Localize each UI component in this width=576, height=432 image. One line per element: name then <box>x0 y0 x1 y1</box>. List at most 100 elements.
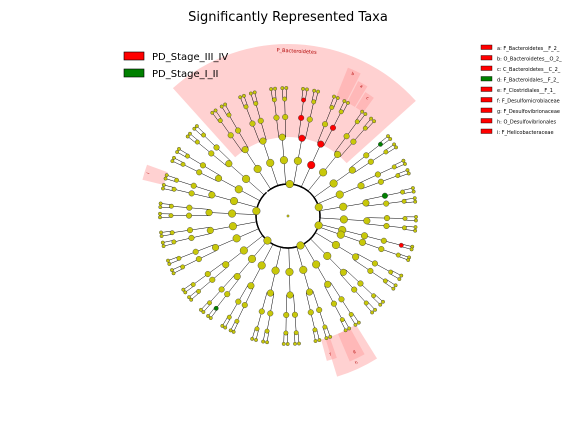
node-p4-0-0-0 <box>241 302 248 309</box>
node-p5-1-0 <box>206 226 214 234</box>
clade-shade-a <box>347 81 368 107</box>
node-p4-1-0-1 <box>218 286 225 293</box>
node-p3-4-0-1-0-0 <box>285 342 290 346</box>
node-p4-2-0 <box>222 261 230 269</box>
node-p1-2-0-0-0-1 <box>411 189 416 194</box>
node-p5-3 <box>230 197 239 206</box>
node-p5-3-0-0 <box>188 190 195 197</box>
node-p5-2-0-0-0 <box>168 213 174 218</box>
node-p0-5-0-1-0-1 <box>372 119 376 124</box>
edge-spoke-p1-3-0-1 <box>366 223 387 227</box>
node-p4-0-0-1 <box>235 298 242 305</box>
edge-spoke-p4-0-0-0-0 <box>236 304 246 322</box>
node-p0-2-0 <box>278 133 286 141</box>
node-p0-1-0-0-0 <box>243 104 249 110</box>
node-p1-2 <box>339 202 348 211</box>
node-p0-1-0-0-0-0 <box>238 95 243 100</box>
edge-spoke-p5-1 <box>232 221 257 227</box>
node-p5-2-0-1-0-0 <box>158 205 163 210</box>
node-p5-1-0-0-0-1 <box>160 240 165 245</box>
node-p5-2-0-1-0-1 <box>158 201 163 206</box>
key-label-a: a: F_Bacteroidetes__F_2_ <box>497 46 560 52</box>
node-p2 <box>314 221 323 230</box>
node-p3 <box>296 241 305 250</box>
node-p2-0-0-0 <box>380 237 387 244</box>
edge-spoke-p5-0 <box>236 228 259 239</box>
clade-shade-i <box>142 164 168 186</box>
legend-item-stage-iii-iv: PD_Stage_III_IV <box>123 51 228 63</box>
key-swatch-i <box>480 128 493 134</box>
node-p4-0 <box>257 261 266 270</box>
node-p0-3-0-1-0-1 <box>316 89 320 94</box>
node-p1-3-0-1-0-0 <box>413 225 418 230</box>
key-item-e: e: F_Clostridiales__F_1_ <box>480 86 556 94</box>
node-p0-0-0-1-0-0 <box>219 104 224 109</box>
edge-spoke-p2-0-0-0-0 <box>383 240 402 246</box>
node-p1-1-0-1-0-0 <box>405 168 410 172</box>
node-p0-1-0-0 <box>249 120 256 127</box>
key-label-d: d: F_Bacteroidales__F_2_ <box>497 78 559 84</box>
node-p1-2-0-0 <box>381 192 388 199</box>
legend-label-stage-iii-iv: PD_Stage_III_IV <box>152 52 228 63</box>
node-p4-1-0-0-0-1 <box>206 314 210 318</box>
edge-spoke-p3-1-0-1 <box>340 274 355 290</box>
edge-spoke-p3-1 <box>310 238 328 257</box>
node-p0-5 <box>319 168 328 177</box>
key-item-c: c: C_Bacteroidetes__C_2_ <box>480 65 561 73</box>
node-p3-5-0-1-0-1 <box>250 336 255 341</box>
edge-spoke-p5-1-0-0 <box>191 233 212 239</box>
key-swatch-b <box>480 55 493 61</box>
node-p3-1-0-1-0-0 <box>373 307 377 312</box>
node-p3-3-0-1-0-0 <box>317 338 322 342</box>
edge-spoke-p5-4-0-1 <box>202 165 221 176</box>
node-p3-0-0-0-0-0 <box>399 273 404 278</box>
edge-spoke-p5-1-0-1 <box>189 227 210 231</box>
legend-swatch-stage-i-ii <box>123 68 145 78</box>
key-item-g: g: F_Desulfovibrionaceae <box>480 107 560 115</box>
node-p4-2-0-0-0 <box>196 288 201 294</box>
node-p4-2-0-1-0-1 <box>181 287 186 292</box>
node-p5-4-0-1-0-1 <box>177 147 181 151</box>
node-p0-3-0-0-0 <box>301 97 306 103</box>
node-p0-2-0-0-0 <box>271 97 277 103</box>
edge-spoke-p1-0-0-1-0 <box>370 151 387 162</box>
edge-spoke-p5-0-0-1-0 <box>178 251 196 259</box>
node-p2-0-0-0-0-1 <box>409 247 414 252</box>
node-p3-0 <box>331 240 340 249</box>
legend-swatch-stage-iii-iv <box>123 51 145 61</box>
node-p0-2-0-0 <box>273 114 280 121</box>
edge-spoke-p0-0-0-1-0 <box>228 114 239 131</box>
edge-spoke-p5-0-0-1 <box>195 244 215 253</box>
node-p1-1-0 <box>357 182 365 190</box>
node-p1-0-0-0-0 <box>378 141 383 147</box>
node-p5-2-0-0-0-0 <box>158 215 162 220</box>
node-p5-0-0-0-0-1 <box>170 268 174 272</box>
key-label-e: e: F_Clostridiales__F_1_ <box>497 88 556 94</box>
edge-spoke-p5-4-0-0-0 <box>182 164 200 173</box>
node-p3-2-0-0-0-0 <box>356 320 361 325</box>
node-p5-1-0-0-0-0 <box>161 244 166 249</box>
node-p1-0-0-0-0-0 <box>386 134 390 139</box>
node-p3-5-0 <box>266 289 274 297</box>
node-p5-3-0-1-0 <box>174 177 179 183</box>
node-p5-1-0-0 <box>188 234 195 241</box>
node-p1-3-0-0-0-0 <box>414 214 418 219</box>
node-p1-1-0-0-0-1 <box>403 162 407 166</box>
clade-shade-f <box>321 337 337 361</box>
node-p1-2-0-0-0-0 <box>411 186 415 190</box>
edge-spoke-p0-4-0-1 <box>323 127 334 146</box>
node-p1-2-0-1-0-0 <box>412 196 417 201</box>
node-p5-0-0-1-0-1 <box>166 258 170 263</box>
node-p4-1-0-1-0-1 <box>199 307 203 312</box>
node-p3-4-0-0-0-1 <box>293 341 297 346</box>
node-p0-5-0-1-0-0 <box>369 116 373 121</box>
node-p5-4-0 <box>215 174 223 182</box>
edge-spoke-p3-5 <box>275 247 282 271</box>
node-p5-1-0-1-0-1 <box>159 230 163 235</box>
node-p3-2-0-1-0-1 <box>343 328 348 333</box>
edge-spoke-p2-1 <box>318 226 341 235</box>
node-p5-0-0-1-0 <box>176 255 182 261</box>
node-p3-3-0-1 <box>307 309 314 316</box>
